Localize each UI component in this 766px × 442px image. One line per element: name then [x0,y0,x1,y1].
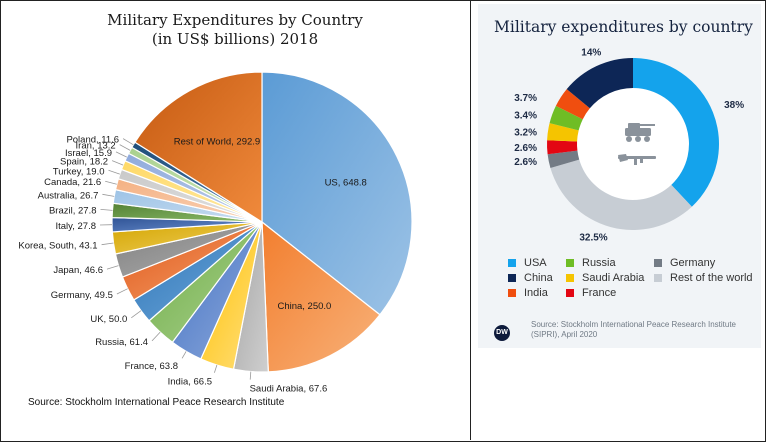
legend-swatch [508,273,516,282]
legend-swatch [654,273,662,282]
label-leader-line [214,364,218,373]
legend-swatch [508,288,516,297]
donut-slice-china [566,58,633,109]
legend-label: Russia [582,257,616,269]
donut-label-china: 14% [581,47,601,58]
donut-center [577,88,689,200]
donut-label-russia: 3.4% [514,110,537,121]
legend-swatch [654,258,662,267]
pie-label-turkey: Turkey, 19.0 [53,166,105,177]
right-donut-chart: 38% 32.5% 2.6% 2.6% 3.2% 3.4% 3.7% 14% [514,47,744,244]
pie-label-canada: Canada, 21.6 [44,177,101,188]
pie-label-saudi-arabia: Saudi Arabia, 67.6 [250,384,328,395]
pie-label-russia: Russia, 61.4 [95,337,148,348]
legend-item-india: India [508,287,548,299]
donut-slice-russia [549,105,583,131]
pie-slice-rest-of-world [134,71,263,224]
label-leader-line [111,160,124,166]
pie-label-spain: Spain, 18.2 [60,157,108,168]
donut-slice-rest-of-the-world [550,159,692,231]
military-vehicle-icon [625,123,655,142]
pie-label-uk: UK, 50.0 [90,314,127,325]
legend-label: China [524,272,553,284]
pie-label-italy: Italy, 27.8 [56,221,97,232]
legend-item-russia: Russia [566,257,616,269]
label-leader-line [106,265,119,270]
donut-label-saudi-arabia: 3.2% [514,128,537,139]
donut-label-germany: 2.6% [514,157,537,168]
legend-label: USA [524,257,547,269]
right-donut-chart-panel: 38% 32.5% 2.6% 2.6% 3.2% 3.4% 3.7% 14% Military… [478,4,761,348]
legend-item-france: France [566,287,616,299]
donut-slice-usa [633,58,719,207]
pie-label-israel: Israel, 15.9 [65,148,112,159]
pie-slice-us [261,71,413,316]
legend-label: India [524,287,548,299]
left-pie-chart-panel: US, 648.8 China, 250.0 Saudi Arabia, 67.6 I… [18,11,413,408]
donut-label-france: 2.6% [514,143,537,154]
left-chart-title: Military Expenditures by Country [107,11,363,29]
label-leader-line [115,151,127,158]
legend-label: Saudi Arabia [582,272,645,284]
pie-label-us: US, 648.8 [325,177,367,188]
left-chart-subtitle: (in US$ billions) 2018 [151,30,319,48]
rifle-icon [618,154,656,165]
legend-item-saudi-arabia: Saudi Arabia [566,272,644,284]
pie-slice-china [261,220,381,373]
label-leader-line [181,351,187,359]
label-leader-line [105,180,117,185]
left-pie-chart: US, 648.8 China, 250.0 Saudi Arabia, 67.6 I… [18,71,413,395]
legend-item-germany: Germany [654,257,715,269]
legend-swatch [566,288,574,297]
label-leader-line [151,331,161,342]
donut-label-india: 3.7% [514,93,537,104]
right-chart-source: Source: Stockholm International Peace Re… [531,320,736,339]
donut-slice-france [546,140,578,155]
left-chart-source: Source: Stockholm International Peace Re… [28,397,285,408]
pie-label-australia: Australia, 26.7 [38,190,99,201]
pie-label-poland: Poland, 11.6 [66,135,119,146]
pie-label-korea-south: Korea, South, 43.1 [18,241,97,252]
label-leader-line [102,193,115,197]
label-leader-line [116,288,128,295]
legend-label: Germany [670,257,716,269]
pie-label-iran: Iran, 13.2 [76,141,116,152]
label-leader-line [100,209,113,211]
legend-item-china: China [508,272,553,284]
label-leader-line [122,138,134,146]
legend-item-usa: USA [508,257,547,269]
pie-label-brazil: Brazil, 27.8 [49,205,97,216]
right-chart-title: Military expenditures by country [494,18,753,36]
donut-label-usa: 38% [724,100,744,111]
legend-swatch [566,273,574,282]
label-leader-line [131,310,142,319]
pie-label-china: China, 250.0 [277,301,331,312]
legend-label: France [582,287,617,299]
pie-label-rest-of-world: Rest of World, 292.9 [174,137,260,148]
label-leader-line [249,371,252,380]
pie-label-france: France, 63.8 [125,361,178,372]
donut-slice-saudi-arabia [547,123,579,142]
legend-label: Rest of the world [670,272,753,284]
panel-divider [470,0,471,440]
legend-swatch [566,258,574,267]
donut-slice-germany [547,150,580,168]
label-leader-line [108,169,120,175]
pie-label-germany: Germany, 49.5 [51,290,113,301]
label-leader-line [119,144,131,151]
legend-swatch [508,258,516,267]
pie-label-japan: Japan, 46.6 [53,265,103,276]
label-leader-line [101,242,114,246]
donut-slice-india [555,89,590,120]
legend-item-rest-of-world: Rest of the world [654,272,753,284]
pie-label-india: India, 66.5 [168,376,212,387]
dw-logo: DW [494,325,510,341]
donut-label-rest-of-the-world: 32.5% [579,233,607,244]
